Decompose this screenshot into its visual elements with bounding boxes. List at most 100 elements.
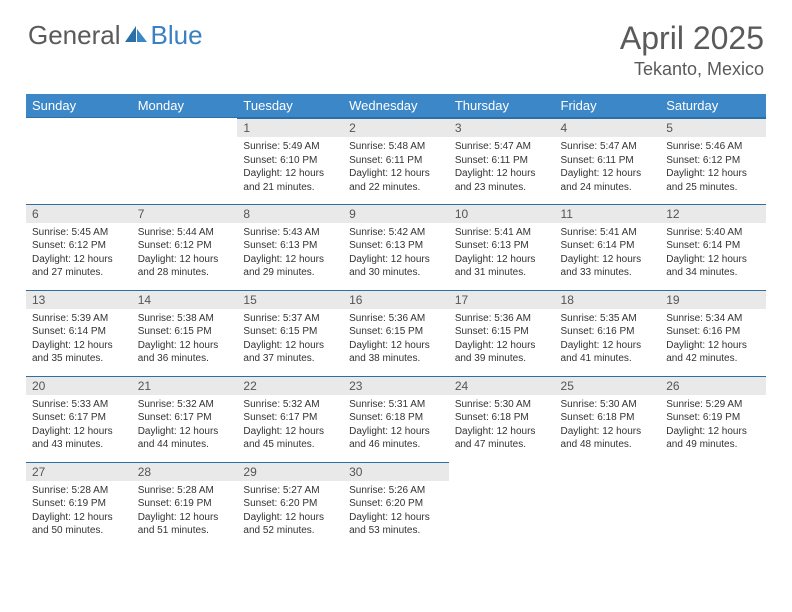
day-details: Sunrise: 5:28 AMSunset: 6:19 PMDaylight:… — [26, 481, 132, 542]
weekday-header: Wednesday — [343, 94, 449, 118]
weekday-header: Saturday — [660, 94, 766, 118]
calendar-cell — [26, 118, 132, 204]
calendar-cell: 30Sunrise: 5:26 AMSunset: 6:20 PMDayligh… — [343, 462, 449, 548]
calendar-cell: 17Sunrise: 5:36 AMSunset: 6:15 PMDayligh… — [449, 290, 555, 376]
calendar-body: 1Sunrise: 5:49 AMSunset: 6:10 PMDaylight… — [26, 118, 766, 548]
calendar-table: SundayMondayTuesdayWednesdayThursdayFrid… — [26, 94, 766, 548]
page-title: April 2025 — [620, 20, 764, 57]
calendar-cell: 18Sunrise: 5:35 AMSunset: 6:16 PMDayligh… — [555, 290, 661, 376]
calendar-cell: 24Sunrise: 5:30 AMSunset: 6:18 PMDayligh… — [449, 376, 555, 462]
calendar-cell: 10Sunrise: 5:41 AMSunset: 6:13 PMDayligh… — [449, 204, 555, 290]
calendar-cell — [449, 462, 555, 548]
day-details: Sunrise: 5:37 AMSunset: 6:15 PMDaylight:… — [237, 309, 343, 370]
day-number: 23 — [343, 376, 449, 395]
location-label: Tekanto, Mexico — [620, 59, 764, 80]
day-details: Sunrise: 5:34 AMSunset: 6:16 PMDaylight:… — [660, 309, 766, 370]
calendar-cell: 16Sunrise: 5:36 AMSunset: 6:15 PMDayligh… — [343, 290, 449, 376]
day-details: Sunrise: 5:39 AMSunset: 6:14 PMDaylight:… — [26, 309, 132, 370]
day-number: 21 — [132, 376, 238, 395]
day-details: Sunrise: 5:41 AMSunset: 6:14 PMDaylight:… — [555, 223, 661, 284]
weekday-header-row: SundayMondayTuesdayWednesdayThursdayFrid… — [26, 94, 766, 118]
calendar-cell: 27Sunrise: 5:28 AMSunset: 6:19 PMDayligh… — [26, 462, 132, 548]
calendar-cell: 29Sunrise: 5:27 AMSunset: 6:20 PMDayligh… — [237, 462, 343, 548]
day-number: 29 — [237, 462, 343, 481]
calendar-cell: 3Sunrise: 5:47 AMSunset: 6:11 PMDaylight… — [449, 118, 555, 204]
calendar-week-row: 13Sunrise: 5:39 AMSunset: 6:14 PMDayligh… — [26, 290, 766, 376]
day-details: Sunrise: 5:41 AMSunset: 6:13 PMDaylight:… — [449, 223, 555, 284]
day-number: 14 — [132, 290, 238, 309]
calendar-week-row: 6Sunrise: 5:45 AMSunset: 6:12 PMDaylight… — [26, 204, 766, 290]
brand-part1: General — [28, 20, 121, 51]
weekday-header: Thursday — [449, 94, 555, 118]
weekday-header: Tuesday — [237, 94, 343, 118]
day-details: Sunrise: 5:30 AMSunset: 6:18 PMDaylight:… — [449, 395, 555, 456]
day-details: Sunrise: 5:38 AMSunset: 6:15 PMDaylight:… — [132, 309, 238, 370]
calendar-cell: 11Sunrise: 5:41 AMSunset: 6:14 PMDayligh… — [555, 204, 661, 290]
calendar-cell: 21Sunrise: 5:32 AMSunset: 6:17 PMDayligh… — [132, 376, 238, 462]
day-number: 8 — [237, 204, 343, 223]
page-header: General Blue April 2025 Tekanto, Mexico — [0, 0, 792, 88]
day-number: 7 — [132, 204, 238, 223]
calendar-cell — [660, 462, 766, 548]
day-details: Sunrise: 5:48 AMSunset: 6:11 PMDaylight:… — [343, 137, 449, 198]
calendar-week-row: 1Sunrise: 5:49 AMSunset: 6:10 PMDaylight… — [26, 118, 766, 204]
brand-part2: Blue — [151, 20, 203, 51]
day-number: 17 — [449, 290, 555, 309]
calendar-cell: 19Sunrise: 5:34 AMSunset: 6:16 PMDayligh… — [660, 290, 766, 376]
calendar-cell: 6Sunrise: 5:45 AMSunset: 6:12 PMDaylight… — [26, 204, 132, 290]
calendar-cell: 15Sunrise: 5:37 AMSunset: 6:15 PMDayligh… — [237, 290, 343, 376]
day-number: 28 — [132, 462, 238, 481]
brand-logo: General Blue — [28, 20, 203, 51]
calendar-cell: 5Sunrise: 5:46 AMSunset: 6:12 PMDaylight… — [660, 118, 766, 204]
day-number: 26 — [660, 376, 766, 395]
day-number: 11 — [555, 204, 661, 223]
day-number: 27 — [26, 462, 132, 481]
day-details: Sunrise: 5:36 AMSunset: 6:15 PMDaylight:… — [449, 309, 555, 370]
day-number: 16 — [343, 290, 449, 309]
day-number: 12 — [660, 204, 766, 223]
calendar-cell — [132, 118, 238, 204]
day-details: Sunrise: 5:40 AMSunset: 6:14 PMDaylight:… — [660, 223, 766, 284]
day-details: Sunrise: 5:28 AMSunset: 6:19 PMDaylight:… — [132, 481, 238, 542]
calendar-cell: 9Sunrise: 5:42 AMSunset: 6:13 PMDaylight… — [343, 204, 449, 290]
sail-icon — [125, 20, 147, 51]
day-details: Sunrise: 5:47 AMSunset: 6:11 PMDaylight:… — [555, 137, 661, 198]
calendar-cell: 22Sunrise: 5:32 AMSunset: 6:17 PMDayligh… — [237, 376, 343, 462]
calendar-cell: 25Sunrise: 5:30 AMSunset: 6:18 PMDayligh… — [555, 376, 661, 462]
day-number: 19 — [660, 290, 766, 309]
day-number: 30 — [343, 462, 449, 481]
calendar-cell: 23Sunrise: 5:31 AMSunset: 6:18 PMDayligh… — [343, 376, 449, 462]
day-details: Sunrise: 5:44 AMSunset: 6:12 PMDaylight:… — [132, 223, 238, 284]
calendar-cell: 26Sunrise: 5:29 AMSunset: 6:19 PMDayligh… — [660, 376, 766, 462]
calendar-cell: 4Sunrise: 5:47 AMSunset: 6:11 PMDaylight… — [555, 118, 661, 204]
day-number: 9 — [343, 204, 449, 223]
day-number: 13 — [26, 290, 132, 309]
calendar-cell: 28Sunrise: 5:28 AMSunset: 6:19 PMDayligh… — [132, 462, 238, 548]
day-details: Sunrise: 5:36 AMSunset: 6:15 PMDaylight:… — [343, 309, 449, 370]
calendar-cell — [555, 462, 661, 548]
day-details: Sunrise: 5:33 AMSunset: 6:17 PMDaylight:… — [26, 395, 132, 456]
day-number: 20 — [26, 376, 132, 395]
calendar-cell: 14Sunrise: 5:38 AMSunset: 6:15 PMDayligh… — [132, 290, 238, 376]
day-details: Sunrise: 5:26 AMSunset: 6:20 PMDaylight:… — [343, 481, 449, 542]
day-number: 10 — [449, 204, 555, 223]
weekday-header: Sunday — [26, 94, 132, 118]
day-details: Sunrise: 5:30 AMSunset: 6:18 PMDaylight:… — [555, 395, 661, 456]
day-details: Sunrise: 5:47 AMSunset: 6:11 PMDaylight:… — [449, 137, 555, 198]
day-details: Sunrise: 5:42 AMSunset: 6:13 PMDaylight:… — [343, 223, 449, 284]
day-number: 24 — [449, 376, 555, 395]
day-details: Sunrise: 5:35 AMSunset: 6:16 PMDaylight:… — [555, 309, 661, 370]
day-details: Sunrise: 5:49 AMSunset: 6:10 PMDaylight:… — [237, 137, 343, 198]
calendar-cell: 1Sunrise: 5:49 AMSunset: 6:10 PMDaylight… — [237, 118, 343, 204]
calendar-cell: 8Sunrise: 5:43 AMSunset: 6:13 PMDaylight… — [237, 204, 343, 290]
calendar-week-row: 27Sunrise: 5:28 AMSunset: 6:19 PMDayligh… — [26, 462, 766, 548]
day-number: 6 — [26, 204, 132, 223]
day-number: 15 — [237, 290, 343, 309]
day-number: 22 — [237, 376, 343, 395]
day-details: Sunrise: 5:27 AMSunset: 6:20 PMDaylight:… — [237, 481, 343, 542]
title-block: April 2025 Tekanto, Mexico — [620, 20, 764, 80]
day-details: Sunrise: 5:46 AMSunset: 6:12 PMDaylight:… — [660, 137, 766, 198]
weekday-header: Friday — [555, 94, 661, 118]
day-number: 25 — [555, 376, 661, 395]
day-details: Sunrise: 5:32 AMSunset: 6:17 PMDaylight:… — [237, 395, 343, 456]
